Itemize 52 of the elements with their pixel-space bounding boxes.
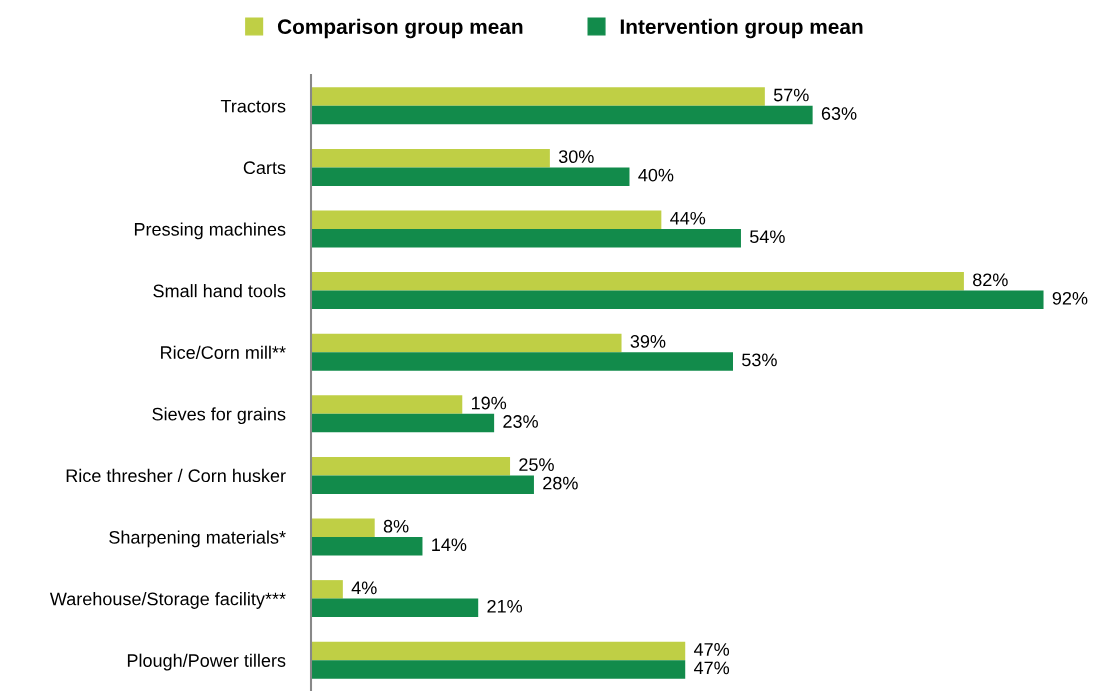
y-tick-label: Sharpening materials* [109,530,286,548]
data-label: 44% [670,211,706,225]
legend-label: Comparison group mean [277,18,523,39]
bar [311,272,964,291]
data-label: 30% [558,150,594,164]
bar [311,413,495,433]
bar [311,333,622,353]
legend-label: Intervention group mean [620,18,863,39]
bar [311,580,343,599]
data-label: 57% [773,88,809,102]
bar [311,148,550,168]
bar [311,87,765,106]
bar [311,167,630,186]
bar [311,352,733,371]
y-tick-label: Tractors [220,99,286,113]
y-tick-label: Rice thresher / Corn husker [66,468,286,483]
data-label: 47% [693,661,730,675]
y-tick-label: Rice/Corn mill** [161,345,286,359]
bar [311,641,686,661]
data-label: 82% [973,273,1008,287]
data-label: 4% [351,581,377,595]
bar [311,395,463,414]
y-tick-label: Plough/Power tillers [127,653,286,671]
y-tick-label: Sieves for grains [152,407,286,425]
bar [311,229,741,248]
bar [311,475,534,494]
data-label: 19% [471,396,507,410]
data-label: 14% [432,538,467,552]
bar [311,598,479,618]
data-label: 40% [638,168,674,182]
bar [311,210,662,229]
data-label: 8% [383,519,409,533]
data-label: 28% [543,476,578,490]
data-label: 53% [742,353,777,367]
data-label: 54% [750,230,785,244]
y-tick-label: Warehouse/Storage facility*** [49,592,286,609]
bar [311,518,375,537]
bar [311,290,1044,310]
y-tick-label: Pressing machines [134,222,286,240]
bar [311,456,511,476]
bar [311,537,423,556]
data-label: 21% [487,599,523,613]
y-tick-label: Small hand tools [153,284,286,298]
bar [311,105,813,125]
data-label: 92% [1052,291,1088,305]
data-label: 47% [693,643,730,656]
data-label: 63% [821,107,857,120]
data-label: 25% [519,458,554,472]
data-label: 39% [630,335,666,348]
bar [311,660,686,679]
data-label: 23% [503,415,538,428]
y-tick-label: Carts [243,161,286,175]
